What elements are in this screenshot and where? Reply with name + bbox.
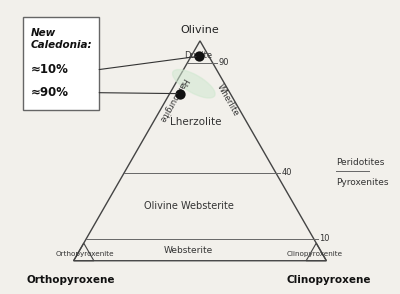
Text: Orthopyroxenite: Orthopyroxenite [56,251,114,257]
Text: Dunite: Dunite [184,51,212,60]
Text: ≈10%: ≈10% [31,64,68,76]
Text: 10: 10 [319,234,330,243]
Text: 40: 40 [281,168,292,177]
Text: 90: 90 [218,58,229,67]
Text: Harzburgite: Harzburgite [156,76,188,124]
FancyBboxPatch shape [23,17,99,110]
Text: Websterite: Websterite [163,246,213,255]
Text: Clinopyroxene: Clinopyroxene [287,275,371,285]
Text: New
Caledonia:: New Caledonia: [31,28,92,50]
Text: Orthopyroxene: Orthopyroxene [27,275,115,285]
Point [176,91,183,96]
Text: Peridotites: Peridotites [336,158,385,167]
Text: Lherzolite: Lherzolite [170,117,222,127]
Text: Olivine: Olivine [181,24,219,34]
Text: Pyroxenites: Pyroxenites [336,178,389,187]
Point [196,54,202,59]
Text: Clinopyroxenite: Clinopyroxenite [287,251,343,257]
Text: Wherlite: Wherlite [215,83,240,118]
Text: Olivine Websterite: Olivine Websterite [144,201,234,211]
Text: ≈90%: ≈90% [31,86,69,99]
Ellipse shape [172,70,215,98]
